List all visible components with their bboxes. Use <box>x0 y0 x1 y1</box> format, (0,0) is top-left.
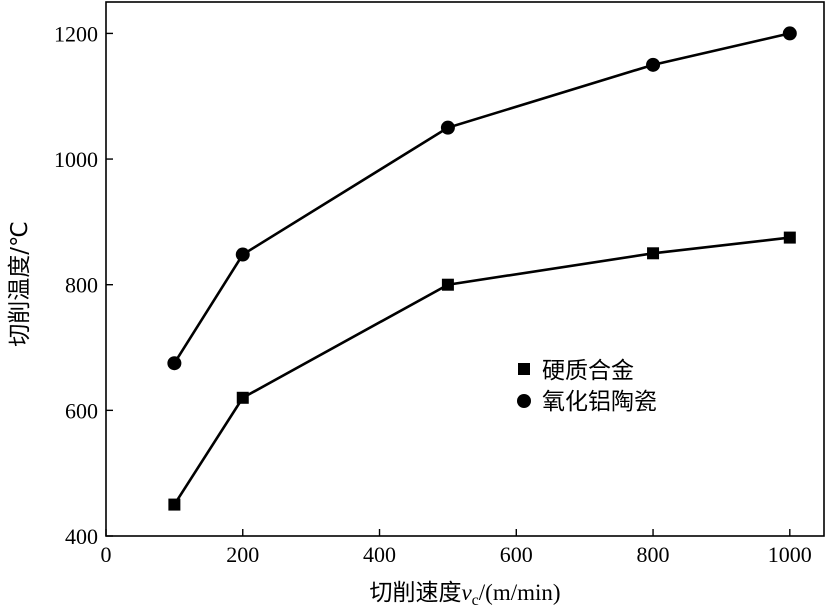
data-point-square <box>236 391 249 404</box>
axis-ticks: 0 200 400 600 800 1000 400 600 800 1000 1200 <box>54 21 812 567</box>
y-tick-label: 400 <box>65 524 98 549</box>
y-tick-label: 1200 <box>54 21 98 46</box>
legend-marker-circle <box>517 394 531 408</box>
plot-frame <box>105 1 825 537</box>
y-tick-label: 600 <box>65 398 98 423</box>
legend-marker-square <box>518 363 530 375</box>
x-tick-label: 800 <box>637 542 670 567</box>
x-tick-label: 600 <box>500 542 533 567</box>
legend-label-1: 氧化铝陶瓷 <box>542 389 657 415</box>
series-line-1 <box>173 32 791 364</box>
data-point-circle <box>440 120 455 135</box>
data-point-circle <box>646 57 661 72</box>
y-tick-label: 1000 <box>54 147 98 172</box>
legend-label-0: 硬质合金 <box>542 358 634 384</box>
x-tick-label: 1000 <box>768 542 812 567</box>
data-point-circle <box>167 356 182 371</box>
series-line-0 <box>173 236 790 506</box>
data-point-square <box>441 278 454 291</box>
data-point-circle <box>782 26 797 41</box>
y-tick-label: 800 <box>65 273 98 298</box>
x-axis-title: 切削速度vc/(m/min) <box>369 580 560 609</box>
data-point-circle <box>235 247 250 262</box>
x-tick-label: 0 <box>101 542 112 567</box>
data-point-square <box>168 498 181 511</box>
series-layer <box>167 26 797 511</box>
data-point-square <box>783 231 796 244</box>
x-tick-label: 400 <box>363 542 396 567</box>
x-tick-label: 200 <box>226 542 259 567</box>
data-point-square <box>647 247 660 260</box>
legend: 硬质合金 氧化铝陶瓷 <box>517 358 657 415</box>
y-axis-title: 切削温度/℃ <box>7 221 33 347</box>
